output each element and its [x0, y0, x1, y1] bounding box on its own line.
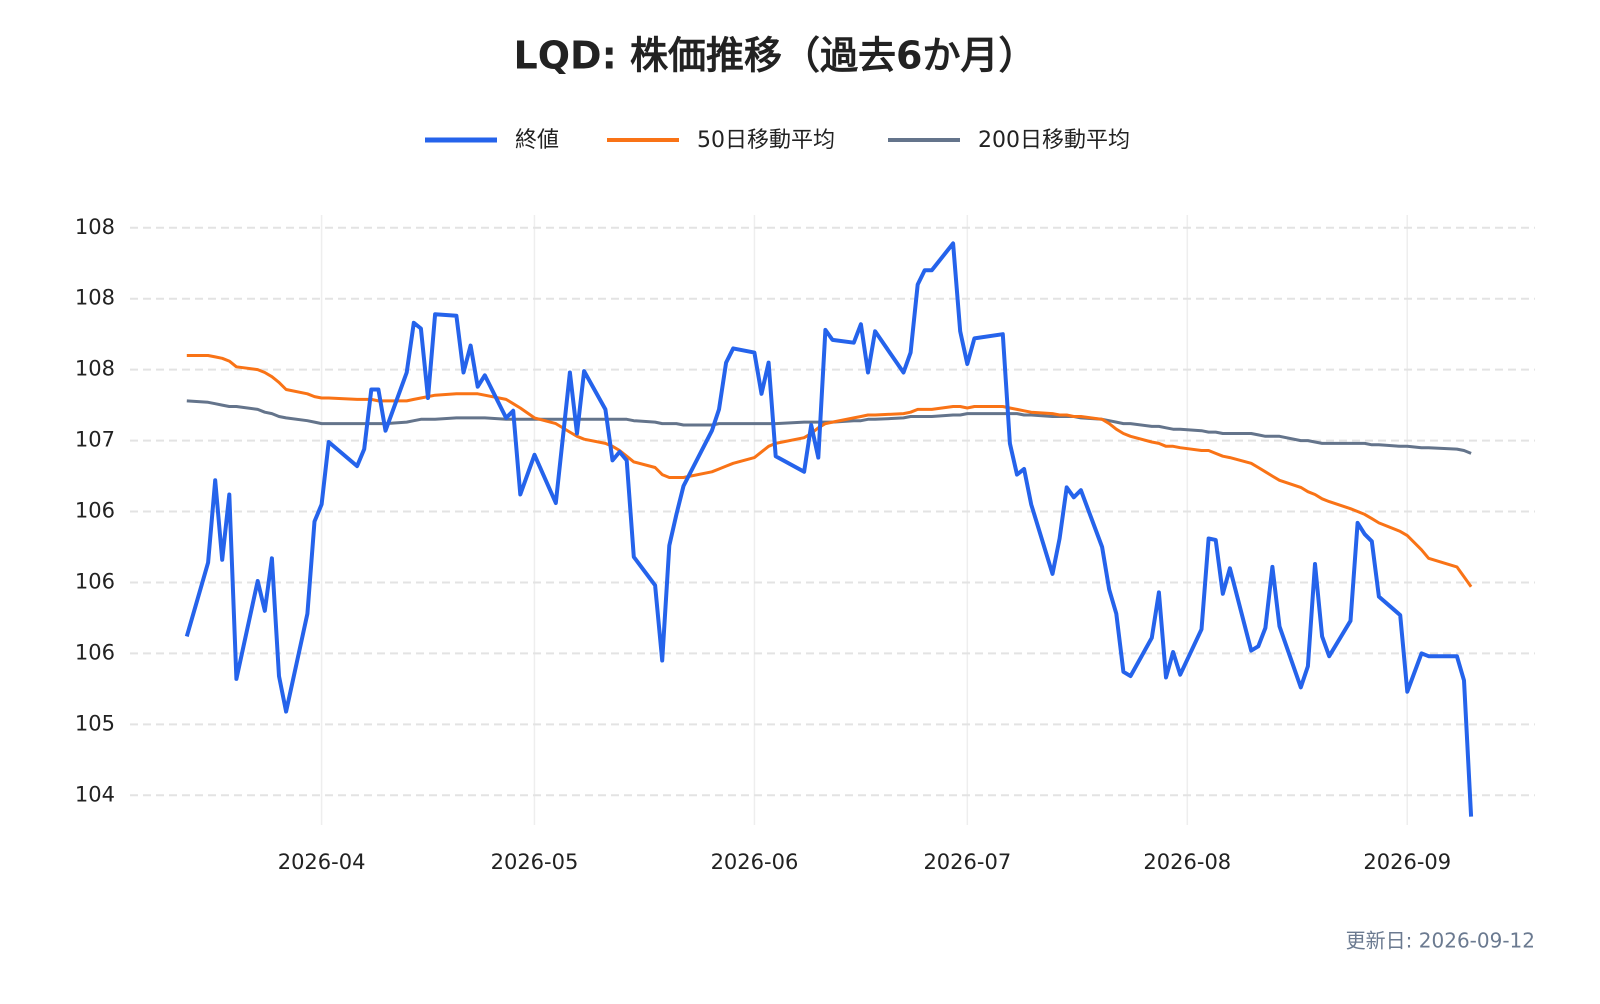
- x-tick-label: 2026-04: [278, 850, 366, 874]
- x-tick-label: 2026-05: [491, 850, 579, 874]
- y-tick-label: 108: [75, 215, 115, 239]
- y-tick-label: 108: [75, 357, 115, 381]
- chart-title: LQD: 株価推移（過去6か月）: [514, 34, 1037, 78]
- y-tick-label: 106: [75, 499, 115, 523]
- y-tick-label: 108: [75, 286, 115, 310]
- y-tick-label: 107: [75, 428, 115, 452]
- legend-label: 200日移動平均: [978, 128, 1130, 153]
- legend-label: 50日移動平均: [697, 128, 835, 153]
- y-tick-label: 104: [75, 782, 115, 806]
- legend-label: 終値: [515, 128, 559, 153]
- y-tick-label: 106: [75, 640, 115, 664]
- series-line: [186, 399, 1472, 455]
- x-tick-label: 2026-09: [1363, 850, 1451, 874]
- series-line: [186, 354, 1473, 588]
- x-tick-label: 2026-06: [711, 850, 799, 874]
- series-line: [184, 241, 1474, 817]
- x-tick-label: 2026-07: [923, 850, 1011, 874]
- footnote: 更新日: 2026-09-12: [1346, 929, 1535, 953]
- y-tick-label: 106: [75, 569, 115, 593]
- y-tick-label: 105: [75, 711, 115, 735]
- x-tick-label: 2026-08: [1143, 850, 1231, 874]
